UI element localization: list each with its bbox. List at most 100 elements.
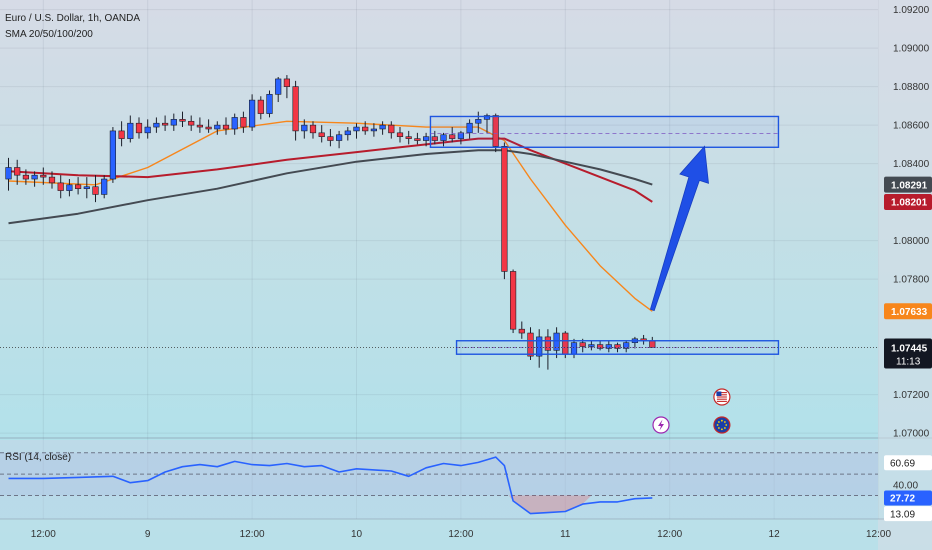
candle[interactable] <box>344 127 351 141</box>
candle-body <box>431 136 438 141</box>
candle[interactable] <box>544 329 551 370</box>
candle[interactable] <box>135 117 143 139</box>
eu-flag-star <box>725 424 728 426</box>
candle-body <box>188 120 195 126</box>
candle-body <box>396 132 404 137</box>
candle[interactable] <box>222 117 230 135</box>
time-tick-label: 11 <box>560 529 571 540</box>
candle[interactable] <box>5 157 12 191</box>
event-markers[interactable] <box>652 388 731 434</box>
indicator-legend[interactable]: SMA 20/50/100/200 <box>5 29 93 40</box>
candle[interactable] <box>379 121 386 135</box>
price-tick-label: 1.08000 <box>893 236 930 247</box>
candle[interactable] <box>309 121 317 139</box>
candle[interactable] <box>118 121 125 147</box>
candle[interactable] <box>249 94 256 131</box>
eu-flag-icon[interactable] <box>713 416 731 434</box>
candle[interactable] <box>292 80 299 141</box>
price-tag-label: 1.08291 <box>891 180 928 191</box>
candle[interactable] <box>109 127 116 183</box>
candle[interactable] <box>536 329 543 368</box>
candle[interactable] <box>283 75 291 99</box>
candle[interactable] <box>466 119 473 139</box>
candle-body <box>605 344 612 349</box>
candle[interactable] <box>205 119 212 133</box>
candle[interactable] <box>362 121 369 135</box>
candle[interactable] <box>231 113 238 135</box>
candle[interactable] <box>257 96 264 120</box>
candle[interactable] <box>266 90 273 118</box>
price-tag-bg <box>884 303 932 320</box>
up-arrow[interactable] <box>649 145 709 312</box>
candle-body <box>492 115 499 147</box>
candle-body <box>466 122 473 134</box>
candle-body <box>153 122 160 128</box>
candle[interactable] <box>396 127 404 143</box>
candle[interactable] <box>492 113 499 153</box>
candle[interactable] <box>440 132 447 147</box>
us-flag-icon[interactable] <box>713 388 731 406</box>
candle[interactable] <box>501 142 508 280</box>
candle[interactable] <box>240 111 247 133</box>
candle[interactable] <box>596 340 604 351</box>
candle[interactable] <box>431 130 438 145</box>
candle[interactable] <box>22 169 30 185</box>
candle[interactable] <box>214 121 221 135</box>
candle[interactable] <box>188 115 195 131</box>
candle[interactable] <box>553 327 560 359</box>
candle[interactable] <box>31 171 38 187</box>
candle[interactable] <box>162 115 169 131</box>
candle[interactable] <box>388 121 395 139</box>
candle[interactable] <box>335 130 343 149</box>
candle[interactable] <box>301 119 308 139</box>
candle-body <box>83 186 90 189</box>
candle-body <box>388 124 395 134</box>
candle[interactable] <box>83 177 90 199</box>
candle[interactable] <box>422 132 430 147</box>
price-tick-label: 1.07000 <box>893 429 930 440</box>
candle[interactable] <box>179 111 186 128</box>
candle[interactable] <box>449 127 456 143</box>
candle[interactable] <box>66 179 73 197</box>
candle[interactable] <box>475 111 482 133</box>
candle[interactable] <box>92 175 99 203</box>
candle[interactable] <box>57 175 64 199</box>
candle-body <box>170 119 177 126</box>
candle[interactable] <box>623 340 630 353</box>
bolt-icon[interactable] <box>652 416 670 434</box>
candle[interactable] <box>327 128 334 147</box>
bolt-glyph <box>658 419 664 431</box>
symbol-legend[interactable]: Euro / U.S. Dollar, 1h, OANDA <box>5 13 141 24</box>
eu-flag-star <box>724 427 726 429</box>
candle[interactable] <box>318 125 325 143</box>
candle[interactable] <box>101 175 108 199</box>
candle[interactable] <box>196 117 204 133</box>
candle[interactable] <box>588 340 595 351</box>
candle[interactable] <box>414 132 421 145</box>
candle[interactable] <box>605 340 612 353</box>
candle[interactable] <box>40 167 47 185</box>
drawings[interactable] <box>0 115 878 355</box>
candle[interactable] <box>144 119 151 139</box>
candle-body <box>240 117 247 128</box>
candles[interactable] <box>5 75 656 370</box>
candle[interactable] <box>509 269 517 334</box>
zone-box-1[interactable] <box>429 115 780 148</box>
candle[interactable] <box>370 123 378 137</box>
candle[interactable] <box>48 171 56 189</box>
candle[interactable] <box>353 123 360 139</box>
candle[interactable] <box>127 115 134 143</box>
candle[interactable] <box>405 130 412 145</box>
candle[interactable] <box>14 159 21 185</box>
candle[interactable] <box>153 117 160 133</box>
candle[interactable] <box>275 77 282 103</box>
candle[interactable] <box>518 321 525 339</box>
candle[interactable] <box>170 113 177 131</box>
rsi-band <box>0 452 878 496</box>
rsi-legend[interactable]: RSI (14, close) <box>5 452 72 463</box>
candle[interactable] <box>614 342 621 353</box>
candle[interactable] <box>75 177 82 195</box>
candle-body <box>327 136 334 141</box>
